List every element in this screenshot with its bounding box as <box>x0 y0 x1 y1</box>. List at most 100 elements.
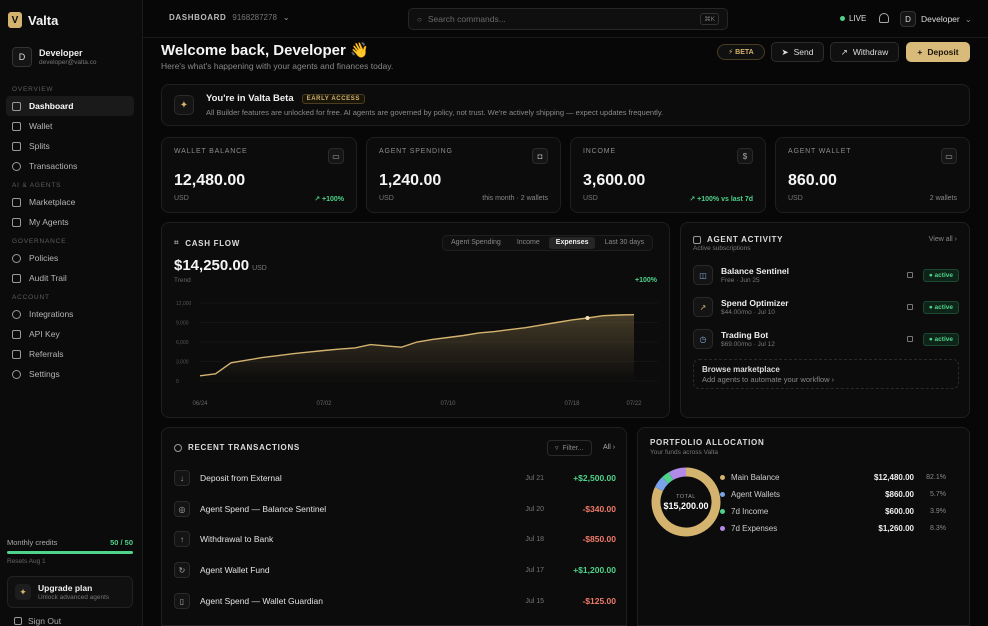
user-menu[interactable]: D Developer ⌄ <box>900 11 972 27</box>
wallet-icon: ▭ <box>328 148 344 164</box>
sidebar-user[interactable]: D Developer developer@valta.co <box>12 47 97 67</box>
table-row[interactable]: ↻ Agent Wallet Fund Jul 17 +$1,200.00 <box>174 559 616 581</box>
credits-reset: Resets Aug 1 <box>7 558 46 565</box>
stat-agent-spending: AGENT SPENDING ◘ 1,240.00 USD this month… <box>366 137 561 213</box>
sidebar-item-marketplace[interactable]: Marketplace <box>6 192 134 212</box>
agent-item[interactable]: ◷ Trading Bot $69.00/mo · Jul 12 ● active <box>693 325 959 353</box>
table-row[interactable]: ↑ Withdrawal to Bank Jul 18 -$850.00 <box>174 528 616 550</box>
dollar-icon: $ <box>737 148 753 164</box>
monthly-credits: Monthly credits 50 / 50 Resets Aug 1 <box>7 538 133 565</box>
nav-section-ai: AI & AGENTS <box>12 182 62 189</box>
sidebar-item-api-key[interactable]: API Key <box>6 324 134 344</box>
bot-icon: ◘ <box>532 148 548 164</box>
arrow-up-icon: ↑ <box>174 531 190 547</box>
search-icon: ○ <box>417 14 422 24</box>
agent-item[interactable]: ↗ Spend Optimizer $44.00/mo · Jul 10 ● ac… <box>693 293 959 321</box>
bell-icon[interactable] <box>879 13 889 23</box>
sidebar-item-my-agents[interactable]: My Agents <box>6 212 134 232</box>
table-row[interactable]: ◎ Agent Spend — Balance Sentinel Jul 20 -$3… <box>174 498 616 520</box>
legend-item: 7d Income $600.00 3.9% <box>720 504 946 518</box>
table-row[interactable]: ↓ Deposit from External Jul 21 +$2,500.00 <box>174 467 616 489</box>
gear-icon <box>12 369 21 379</box>
y-tick-label: 9,000 <box>176 321 189 327</box>
refresh-icon: ↻ <box>174 562 190 578</box>
chevron-down-icon: ⌄ <box>964 13 972 24</box>
legend-dot <box>720 474 725 480</box>
sidebar-item-settings[interactable]: Settings <box>6 364 134 384</box>
x-tick-label: 07/18 <box>564 401 580 407</box>
legend-item: Agent Wallets $860.00 5.7% <box>720 487 946 501</box>
view-all-link[interactable]: View all › <box>928 236 957 243</box>
nav-section-overview: OVERVIEW <box>12 86 54 93</box>
filter-button[interactable]: ▿ Filter... <box>547 440 592 456</box>
tab-last-30-days[interactable]: Last 30 days <box>604 239 645 246</box>
sign-out-button[interactable]: Sign Out <box>14 616 61 626</box>
agent-activity-sub: Active subscriptions <box>693 245 751 252</box>
tab-expenses[interactable]: Expenses <box>548 237 596 249</box>
beta-badge[interactable]: ⚡ BETA <box>717 44 765 60</box>
beta-text: All Builder features are unlocked for fr… <box>206 108 664 117</box>
key-icon <box>12 329 21 339</box>
beta-title: You're in Valta Beta <box>206 93 294 104</box>
history-icon <box>12 161 21 171</box>
sparkle-icon: ✦ <box>174 95 194 115</box>
sidebar-item-integrations[interactable]: Integrations <box>6 304 134 324</box>
upgrade-title: Upgrade plan <box>38 583 93 593</box>
sidebar-item-transactions[interactable]: Transactions <box>6 156 134 176</box>
browse-marketplace-link[interactable]: Browse marketplace Add agents to automat… <box>693 359 959 389</box>
upgrade-plan-button[interactable]: ✦ Upgrade plan Unlock advanced agents <box>7 576 133 608</box>
arrow-down-icon: ↓ <box>174 470 190 486</box>
cash-flow-area <box>200 314 634 381</box>
sidebar-item-wallet[interactable]: Wallet <box>6 116 134 136</box>
bar-chart-icon: ▯ <box>174 593 190 609</box>
tab-agent-spending[interactable]: Agent Spending <box>451 239 501 246</box>
brand[interactable]: V Valta <box>8 12 58 28</box>
table-row[interactable]: ▯ Agent Spend — Wallet Guardian Jul 15 -$12… <box>174 590 616 612</box>
legend-item: Main Balance $12,480.00 82.1% <box>720 470 946 484</box>
cash-flow-tabs: Agent Spending Income Expenses Last 30 d… <box>442 235 654 251</box>
x-tick-label: 07/02 <box>316 401 332 407</box>
sidebar-item-policies[interactable]: Policies <box>6 248 134 268</box>
send-button[interactable]: ➤ Send <box>771 42 824 62</box>
tab-income[interactable]: Income <box>516 239 540 246</box>
agent-item[interactable]: ◫ Balance Sentinel Free · Jun 25 ● active <box>693 261 959 289</box>
y-tick-label: 12,000 <box>176 301 192 307</box>
wallet-icon: ▭ <box>941 148 957 164</box>
brand-name: Valta <box>28 12 59 28</box>
sidebar-item-audit-trail[interactable]: Audit Trail <box>6 268 134 288</box>
command-search[interactable]: ○ ⌘K <box>408 8 728 30</box>
list-icon <box>693 235 701 244</box>
x-tick-label: 06/24 <box>192 401 208 407</box>
target-icon: ◎ <box>174 501 190 517</box>
sidebar-item-dashboard[interactable]: Dashboard <box>6 96 134 116</box>
clock-icon <box>174 443 182 452</box>
deposit-button[interactable]: + Deposit <box>906 42 970 62</box>
shield-icon <box>12 253 21 263</box>
breadcrumb[interactable]: DASHBOARD 9168287278 ⌄ <box>169 13 291 22</box>
search-input[interactable] <box>427 14 695 24</box>
cash-flow-pct: +100% <box>635 277 657 284</box>
sidebar-nav: OVERVIEW Dashboard Wallet Splits Transac… <box>6 80 134 384</box>
stat-wallet-balance: WALLET BALANCE ▭ 12,480.00 USD ↗ +100% <box>161 137 357 213</box>
shortcut-hint: ⌘K <box>700 13 719 25</box>
agent-trading-bot-icon: ◷ <box>693 329 713 349</box>
status-badge: ● active <box>922 268 959 282</box>
agent-spend-optimizer-icon: ↗ <box>693 297 713 317</box>
credits-bar <box>7 551 133 554</box>
all-dropdown[interactable]: All › <box>603 444 616 451</box>
portfolio-total-label: TOTAL <box>676 494 696 500</box>
y-tick-label: 6,000 <box>176 340 189 346</box>
credits-value: 50 / 50 <box>110 538 133 547</box>
y-tick-label: 3,000 <box>176 360 189 366</box>
arrow-up-right-icon: ↗ <box>840 46 848 57</box>
sparkle-icon: ✦ <box>15 584 31 600</box>
avatar: D <box>12 47 32 67</box>
cash-flow-unit: USD <box>252 265 267 272</box>
sidebar-item-referrals[interactable]: Referrals <box>6 344 134 364</box>
early-access-badge: EARLY ACCESS <box>301 93 365 104</box>
stat-agent-wallet: AGENT WALLET ▭ 860.00 USD 2 wallets <box>775 137 970 213</box>
cash-flow-card: ⌗ CASH FLOW Agent Spending Income Expense… <box>161 222 670 418</box>
sidebar-item-splits[interactable]: Splits <box>6 136 134 156</box>
withdraw-button[interactable]: ↗ Withdraw <box>830 42 899 62</box>
